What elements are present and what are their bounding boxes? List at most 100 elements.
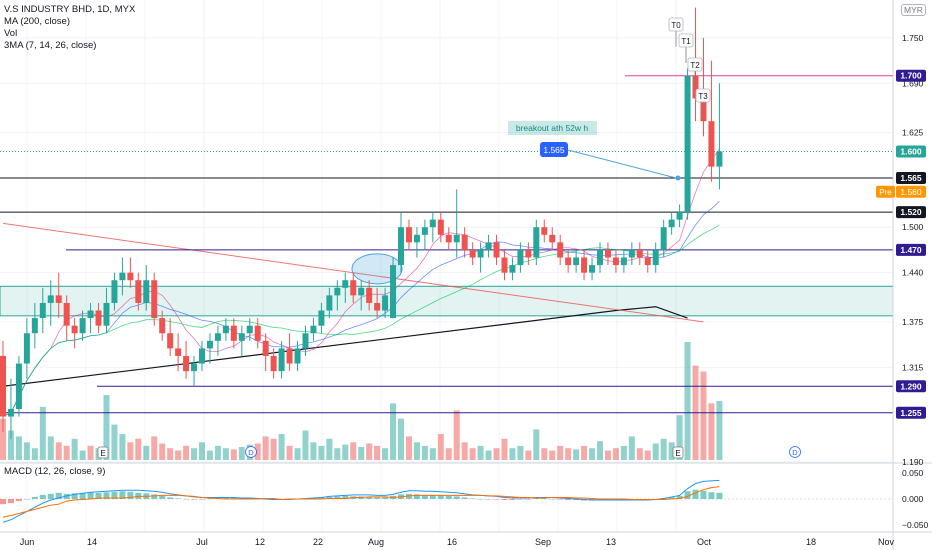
indicator-ma200[interactable]: MA (200, close) (4, 16, 70, 27)
volume-bar (557, 445, 564, 460)
candle-body (0, 355, 6, 417)
target-label-t1: T1 (681, 37, 691, 46)
volume-bar (23, 442, 30, 460)
pre-market-badge (896, 185, 926, 198)
candle-body (573, 257, 580, 266)
time-tick: Jul (196, 537, 208, 547)
volume-bar (469, 448, 476, 460)
volume-bar (31, 448, 38, 460)
price-tick: 1.625 (902, 128, 924, 138)
volume-bar (660, 438, 667, 460)
price-badge-value: 1.470 (900, 245, 922, 255)
macd-hist-bar (716, 492, 723, 499)
candle-body (167, 333, 174, 349)
candle-body (358, 287, 365, 296)
macd-hist-bar (517, 499, 524, 500)
volume-bar (230, 449, 237, 460)
macd-hist-bar (597, 499, 603, 501)
macd-hist-bar (318, 497, 325, 499)
macd-hist-bar (366, 496, 373, 499)
volume-bar (589, 448, 596, 460)
volume-bar (159, 443, 166, 460)
candle-body (668, 219, 675, 228)
macd-hist-bar (437, 495, 444, 499)
macd-hist-bar (111, 491, 118, 499)
volume-bar (382, 448, 389, 460)
candle-body (644, 257, 651, 266)
price-tick: 1.750 (902, 33, 924, 43)
time-tick: 14 (87, 537, 97, 547)
candle-body (453, 234, 460, 243)
volume-bar (413, 442, 420, 460)
macd-hist-bar (421, 494, 428, 499)
volume-bar (167, 448, 174, 460)
price-tick: 1.440 (902, 268, 924, 278)
callout-line (567, 149, 677, 179)
candle-body (230, 325, 237, 341)
volume-bar (79, 450, 86, 460)
macd-label[interactable]: MACD (12, 26, close, 9) (4, 466, 106, 477)
candle-body (652, 249, 659, 266)
target-box (687, 57, 703, 72)
candle-body (684, 75, 691, 213)
macd-hist-bar (31, 496, 38, 499)
volume-bar (676, 415, 683, 460)
volume-bar (453, 410, 460, 460)
indicator-vol[interactable]: Vol (4, 28, 18, 39)
macd-hist-bar (493, 499, 500, 500)
volume-bar (565, 448, 572, 460)
macd-hist-bar (103, 492, 110, 499)
macd-hist-bar (39, 494, 46, 499)
volume-bar (477, 445, 484, 460)
volume-bar (581, 445, 588, 460)
candle-body (238, 333, 245, 341)
candle-body (199, 348, 205, 364)
macd-hist-bar (692, 489, 699, 499)
volume-bar (604, 450, 611, 460)
candle-body (382, 295, 389, 311)
breakout-note: breakout ath 52w h (516, 123, 589, 133)
volume-bar (191, 448, 198, 460)
candle-body (270, 355, 277, 372)
volume-bar (15, 436, 22, 460)
macd-hist-bar (509, 499, 516, 501)
candle-body (485, 242, 492, 250)
dividend-marker-text: D (248, 448, 254, 457)
macd-hist-bar (230, 497, 237, 499)
volume-bar (286, 445, 293, 460)
currency-badge[interactable]: MYR (901, 4, 926, 16)
earnings-marker-text: E (100, 449, 105, 458)
candle-body (135, 280, 142, 303)
candle-body (501, 257, 508, 273)
candle-body (39, 302, 46, 319)
macd-hist-bar (445, 495, 452, 499)
macd-hist-bar (71, 493, 78, 499)
signal-line (2, 486, 720, 518)
volume-bar (254, 443, 261, 460)
candle-body (589, 265, 596, 273)
candle-body (604, 249, 611, 258)
candle-body (95, 310, 102, 326)
macd-hist-bar (167, 497, 174, 499)
dividend-marker (789, 446, 801, 458)
volume-bar (573, 449, 580, 460)
volume-bar (437, 434, 444, 460)
indicator-3ma[interactable]: 3MA (7, 14, 26, close) (4, 40, 97, 51)
volume-bar (310, 442, 317, 460)
volume-bar (358, 447, 365, 460)
candle-body (716, 151, 723, 167)
volume-bar (668, 442, 675, 460)
macd-line (2, 479, 720, 523)
candle-body (437, 219, 444, 235)
price-tick: 1.190 (902, 457, 924, 467)
price-badge (896, 69, 926, 82)
candle-body (405, 227, 412, 243)
callout-badge (540, 142, 568, 157)
time-tick: 22 (313, 537, 323, 547)
volume-bar (103, 395, 110, 460)
volume-bar (541, 448, 548, 460)
macd-hist-bar (191, 499, 198, 500)
volume-bar (206, 450, 213, 460)
macd-hist-bar (310, 497, 317, 499)
